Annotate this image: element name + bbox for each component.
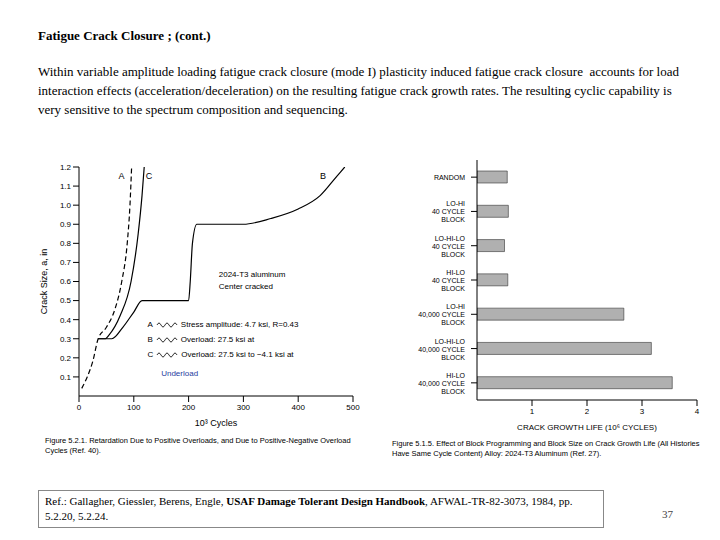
- html-text:2024-T3 aluminum: 2024-T3 aluminum: [218, 270, 286, 279]
- html-text:B: B: [147, 334, 153, 344]
- svg-text:300: 300: [237, 403, 251, 412]
- svg-text:10³ Cycles: 10³ Cycles: [195, 418, 238, 428]
- html-text:Overload: 27.5 ksi to −4.1 ksi: Overload: 27.5 ksi to −4.1 ksi at: [181, 350, 294, 360]
- svg-text:HI-LO40 CYCLEBLOCK: HI-LO40 CYCLEBLOCK: [432, 269, 466, 292]
- svg-text:HI-LO40,000 CYCLEBLOCK: HI-LO40,000 CYCLEBLOCK: [418, 372, 465, 395]
- svg-text:400: 400: [292, 403, 306, 412]
- html-text:Center cracked: Center cracked: [218, 281, 273, 291]
- svg-text:CRACK GROWTH LIFE (10⁶ CYCLES): CRACK GROWTH LIFE (10⁶ CYCLES): [517, 423, 657, 432]
- svg-text:0.3: 0.3: [60, 335, 72, 344]
- html-text:Stress amplitude: 4.7 ksi, R=0: Stress amplitude: 4.7 ksi, R=0.43: [180, 319, 299, 329]
- svg-text:0.1: 0.1: [60, 373, 72, 382]
- svg-text:1.1: 1.1: [60, 182, 72, 191]
- html-text:Figure 5.2.1. Retardation Due: Figure 5.2.1. Retardation Due to Positiv…: [45, 436, 351, 455]
- html-text:Underload: Underload: [161, 369, 199, 379]
- svg-text:200: 200: [182, 403, 196, 412]
- svg-text:1.2: 1.2: [60, 163, 72, 172]
- html-text:Overload: 27.5 ksi at: Overload: 27.5 ksi at: [180, 334, 255, 344]
- html-text:Ref.: Gallagher, Giessler, Ber: Ref.: Gallagher, Giessler, Berens, Engle…: [45, 495, 573, 522]
- svg-text:Crack Size, a, in: Crack Size, a, in: [39, 249, 49, 315]
- html-text:C: C: [145, 170, 153, 181]
- svg-text:4: 4: [695, 407, 700, 416]
- html-text:B: B: [320, 170, 327, 181]
- svg-text:RANDOM: RANDOM: [434, 174, 465, 181]
- svg-text:3: 3: [640, 407, 645, 416]
- svg-text:100: 100: [127, 403, 141, 412]
- svg-text:LO-HI40,000 CYCLEBLOCK: LO-HI40,000 CYCLEBLOCK: [418, 303, 465, 326]
- svg-text:1.0: 1.0: [60, 201, 72, 210]
- svg-text:0.8: 0.8: [60, 239, 72, 248]
- svg-text:LO-HI-LO40 CYCLEBLOCK: LO-HI-LO40 CYCLEBLOCK: [432, 235, 466, 258]
- html-text:Figure 5.1.5. Effect of Block: Figure 5.1.5. Effect of Block Programmin…: [392, 439, 700, 458]
- html-text:Within variable amplitude load: Within variable amplitude loading fatigu…: [38, 64, 683, 117]
- svg-text:LO-HI40 CYCLEBLOCK: LO-HI40 CYCLEBLOCK: [432, 200, 465, 223]
- svg-text:0.7: 0.7: [60, 258, 72, 267]
- svg-text:0: 0: [77, 403, 82, 412]
- svg-text:0.6: 0.6: [60, 277, 72, 286]
- svg-text:500: 500: [346, 403, 360, 412]
- svg-text:0.9: 0.9: [60, 220, 72, 229]
- html-text:A: A: [118, 170, 125, 181]
- html-text:37: 37: [662, 508, 673, 520]
- svg-text:0.4: 0.4: [60, 316, 72, 325]
- svg-text:0.5: 0.5: [60, 296, 72, 305]
- svg-text:0.2: 0.2: [60, 354, 72, 363]
- html-text:A: A: [147, 319, 153, 329]
- svg-text:1: 1: [530, 407, 535, 416]
- svg-text:LO-HI-LO40,000 CYCLEBLOCK: LO-HI-LO40,000 CYCLEBLOCK: [418, 338, 465, 361]
- html-text:Fatigue Crack Closure ; (cont.: Fatigue Crack Closure ; (cont.): [38, 28, 211, 43]
- html-text:C: C: [147, 350, 154, 360]
- svg-text:2: 2: [585, 407, 590, 416]
